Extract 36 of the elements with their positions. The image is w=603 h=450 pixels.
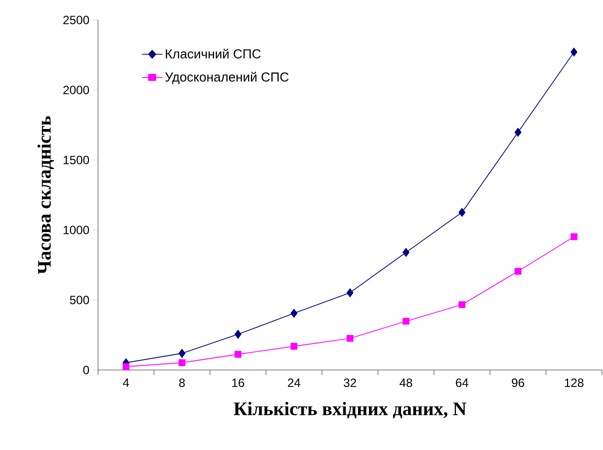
point: [570, 48, 578, 56]
point: [290, 342, 298, 350]
point: [514, 268, 522, 275]
x-tick-label: 8: [179, 378, 185, 388]
point: [346, 288, 354, 298]
legend-label: Класичний СПС: [166, 48, 261, 58]
y-tick-label: 2000: [63, 86, 90, 94]
y-tick-label: 2500: [63, 16, 90, 24]
x-tick-label: 48: [400, 378, 412, 388]
point: [234, 350, 242, 358]
x-axis-title: Кількість вхідних даних, N: [234, 402, 466, 418]
x-tick-label: 16: [232, 378, 244, 388]
y-tick-label: 1500: [64, 156, 90, 164]
point: [402, 318, 410, 325]
y-tick-label: 500: [70, 296, 90, 304]
y-tick-label: 0: [83, 366, 90, 374]
point: [122, 363, 130, 370]
point: [458, 208, 466, 217]
x-tick-label: 4: [122, 378, 129, 387]
point: [346, 334, 354, 342]
x-tick-label: 32: [344, 378, 356, 388]
point: [570, 233, 578, 240]
y-tick-label: 1000: [64, 226, 90, 234]
legend-label: Удосконалений СПС: [165, 72, 289, 84]
point: [458, 301, 466, 308]
y-axis-title: Часова складність: [37, 116, 54, 274]
x-tick-label: 96: [512, 378, 524, 388]
point: [290, 308, 298, 318]
x-tick-label: 64: [456, 378, 468, 388]
point: [402, 248, 410, 257]
point: [178, 359, 186, 366]
point: [514, 128, 522, 137]
point: [178, 348, 186, 358]
x-tick-label: 128: [564, 378, 584, 388]
point: [234, 330, 242, 339]
x-tick-label: 24: [288, 378, 300, 387]
